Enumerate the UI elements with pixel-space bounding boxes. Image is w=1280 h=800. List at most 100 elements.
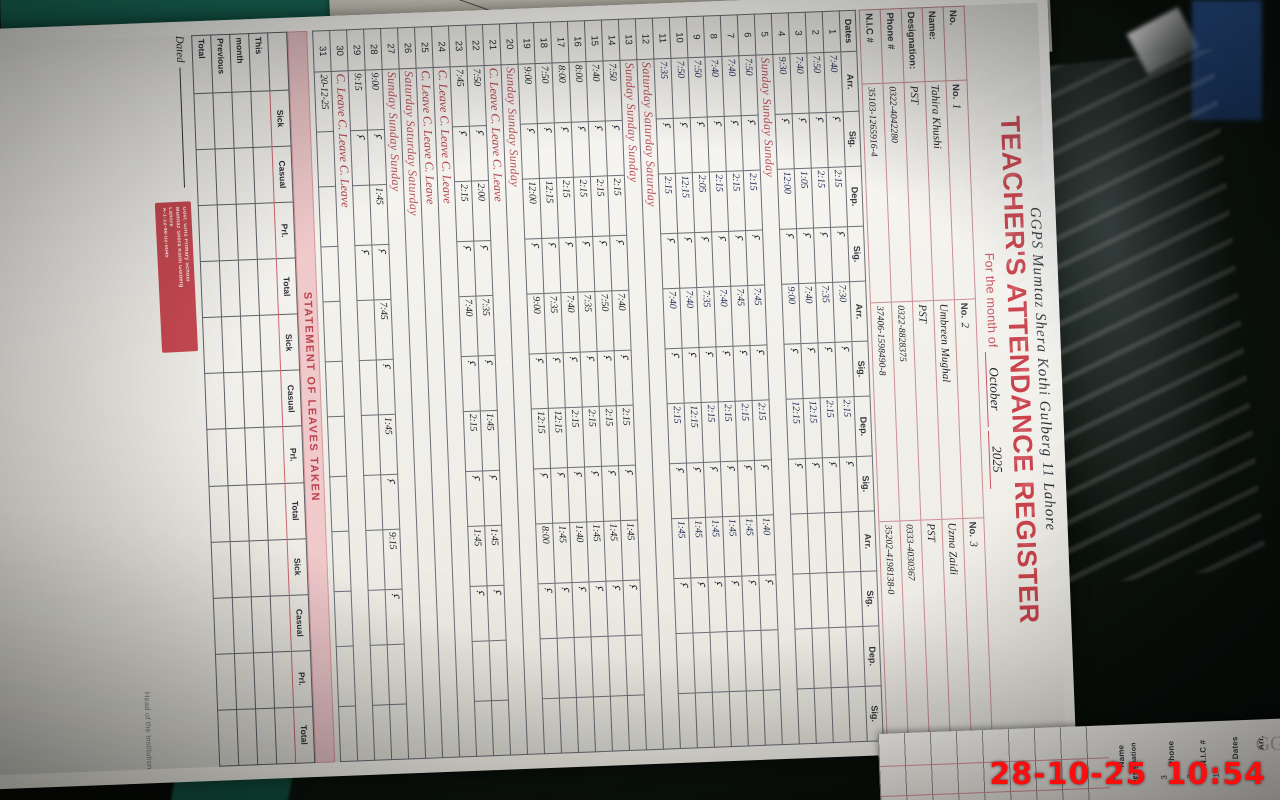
- attendance-signature-cell[interactable]: ⸮̵: [376, 359, 396, 415]
- attendance-time-cell[interactable]: [327, 416, 348, 477]
- attendance-time-cell[interactable]: 7:40: [663, 288, 683, 350]
- attendance-time-cell[interactable]: 2:15: [590, 175, 611, 237]
- attendance-signature-cell[interactable]: ⸮̵: [822, 457, 842, 513]
- attendance-signature-cell[interactable]: ⸮̵: [830, 226, 851, 283]
- attendance-signature-cell[interactable]: ⸮̵: [801, 343, 821, 399]
- attendance-time-cell[interactable]: 2:15: [828, 166, 848, 228]
- attendance-signature-cell[interactable]: ⸮̵: [538, 583, 558, 639]
- attendance-signature-cell[interactable]: ⸮̵: [355, 245, 375, 301]
- attendance-time-cell[interactable]: [790, 513, 811, 575]
- attendance-time-cell[interactable]: 2:15: [743, 170, 764, 231]
- attendance-time-cell[interactable]: 2:15: [837, 396, 857, 458]
- attendance-signature-cell[interactable]: [542, 698, 562, 754]
- attendance-signature-cell[interactable]: ⸮̵: [618, 465, 639, 521]
- attendance-time-cell[interactable]: [387, 643, 407, 705]
- attendance-time-cell[interactable]: 2:15: [709, 171, 730, 233]
- attendance-time-cell[interactable]: [557, 637, 577, 699]
- attendance-signature-cell[interactable]: ⸮̵: [775, 114, 795, 170]
- attendance-time-cell[interactable]: 7:50: [595, 290, 615, 352]
- leaves-value-cell[interactable]: [215, 653, 238, 711]
- attendance-time-cell[interactable]: 8:00: [569, 61, 589, 123]
- attendance-time-cell[interactable]: [676, 632, 696, 694]
- leaves-value-cell[interactable]: [218, 709, 240, 767]
- attendance-signature-cell[interactable]: ⸮̵: [555, 582, 575, 639]
- attendance-time-cell[interactable]: 1:45: [604, 520, 624, 582]
- attendance-signature-cell[interactable]: [797, 688, 817, 744]
- attendance-time-cell[interactable]: 7:50: [671, 57, 691, 119]
- attendance-signature-cell[interactable]: [364, 475, 384, 531]
- attendance-signature-cell[interactable]: ⸮̵: [614, 350, 634, 406]
- attendance-signature-cell[interactable]: ⸮̵: [470, 585, 490, 642]
- attendance-signature-cell[interactable]: [746, 690, 766, 746]
- attendance-time-cell[interactable]: 12:15: [539, 177, 560, 239]
- attendance-signature-cell[interactable]: ⸮̵: [478, 355, 498, 411]
- leaves-value-cell[interactable]: [245, 427, 267, 485]
- attendance-time-cell[interactable]: 7:45: [731, 285, 751, 347]
- attendance-time-cell[interactable]: 7:45: [450, 66, 470, 128]
- attendance-signature-cell[interactable]: [334, 591, 354, 647]
- attendance-time-cell[interactable]: 2:15: [607, 175, 628, 237]
- attendance-time-cell[interactable]: 2:15: [573, 176, 594, 238]
- attendance-time-cell[interactable]: 1:45: [485, 525, 505, 586]
- leaves-value-cell[interactable]: [202, 317, 225, 374]
- attendance-signature-cell[interactable]: ⸮̵: [483, 470, 503, 526]
- attendance-signature-cell[interactable]: ⸮̵: [673, 117, 693, 174]
- attendance-signature-cell[interactable]: ⸮̵: [597, 350, 617, 407]
- attendance-time-cell[interactable]: 7:50: [603, 60, 623, 122]
- attendance-time-cell[interactable]: 7:40: [824, 51, 844, 113]
- leaves-value-cell[interactable]: [266, 483, 288, 540]
- attendance-signature-cell[interactable]: ⸮̵: [742, 575, 762, 631]
- attendance-time-cell[interactable]: [812, 627, 832, 689]
- attendance-signature-cell[interactable]: [678, 693, 698, 749]
- attendance-signature-cell[interactable]: ⸮̵: [474, 240, 494, 297]
- attendance-time-cell[interactable]: [824, 512, 845, 573]
- attendance-time-cell[interactable]: [841, 511, 862, 573]
- leaves-value-cell[interactable]: [259, 314, 282, 372]
- attendance-signature-cell[interactable]: ⸮̵: [809, 112, 829, 169]
- attendance-time-cell[interactable]: 9:15: [348, 70, 368, 132]
- attendance-signature-cell[interactable]: ⸮̵: [367, 129, 387, 186]
- attendance-signature-cell[interactable]: ⸮̵: [469, 125, 489, 182]
- attendance-time-cell[interactable]: 7:45: [374, 299, 394, 361]
- attendance-signature-cell[interactable]: ⸮̵: [826, 112, 846, 168]
- attendance-time-cell[interactable]: [332, 531, 352, 592]
- attendance-signature-cell[interactable]: ⸮̵: [674, 578, 694, 634]
- attendance-signature-cell[interactable]: ⸮̵: [571, 121, 591, 178]
- attendance-time-cell[interactable]: 1:40: [570, 521, 590, 583]
- attendance-time-cell[interactable]: 1:45: [370, 184, 390, 246]
- leaves-value-cell[interactable]: [257, 258, 279, 316]
- attendance-signature-cell[interactable]: [559, 697, 579, 754]
- attendance-signature-cell[interactable]: ⸮̵: [551, 467, 571, 524]
- attendance-time-cell[interactable]: [625, 634, 645, 696]
- attendance-signature-cell[interactable]: ⸮̵: [686, 462, 707, 518]
- attendance-signature-cell[interactable]: [491, 700, 511, 756]
- attendance-signature-cell[interactable]: ⸮̵: [792, 113, 812, 169]
- attendance-time-cell[interactable]: [323, 301, 343, 363]
- leaves-value-cell[interactable]: [264, 427, 286, 484]
- attendance-signature-cell[interactable]: ⸮̵: [520, 123, 540, 180]
- attendance-time-cell[interactable]: 9:00: [782, 283, 802, 345]
- attendance-signature-cell[interactable]: [593, 696, 613, 752]
- attendance-signature-cell[interactable]: ⸮̵: [350, 130, 371, 186]
- attendance-time-cell[interactable]: 7:40: [612, 290, 632, 351]
- attendance-signature-cell[interactable]: ⸮̵: [601, 465, 622, 522]
- attendance-time-cell[interactable]: [540, 638, 560, 699]
- attendance-time-cell[interactable]: 9:00: [365, 69, 385, 131]
- attendance-signature-cell[interactable]: ⸮̵: [708, 576, 728, 633]
- attendance-time-cell[interactable]: [319, 186, 339, 248]
- attendance-signature-cell[interactable]: [793, 573, 813, 629]
- attendance-signature-cell[interactable]: [316, 131, 337, 188]
- attendance-time-cell[interactable]: 7:35: [476, 295, 496, 357]
- attendance-time-cell[interactable]: 2:15: [726, 170, 747, 232]
- attendance-signature-cell[interactable]: [372, 704, 393, 761]
- attendance-time-cell[interactable]: 12:00: [777, 168, 798, 230]
- attendance-time-cell[interactable]: 9:30: [773, 53, 793, 115]
- attendance-signature-cell[interactable]: ⸮̵: [554, 122, 574, 178]
- attendance-signature-cell[interactable]: [627, 694, 647, 751]
- leaves-value-cell[interactable]: [240, 315, 263, 373]
- attendance-signature-cell[interactable]: [695, 692, 715, 748]
- leaves-value-cell[interactable]: [238, 259, 260, 317]
- leaves-value-cell[interactable]: [224, 372, 246, 430]
- attendance-time-cell[interactable]: [357, 299, 377, 361]
- dated-field[interactable]: Dated: [174, 35, 192, 188]
